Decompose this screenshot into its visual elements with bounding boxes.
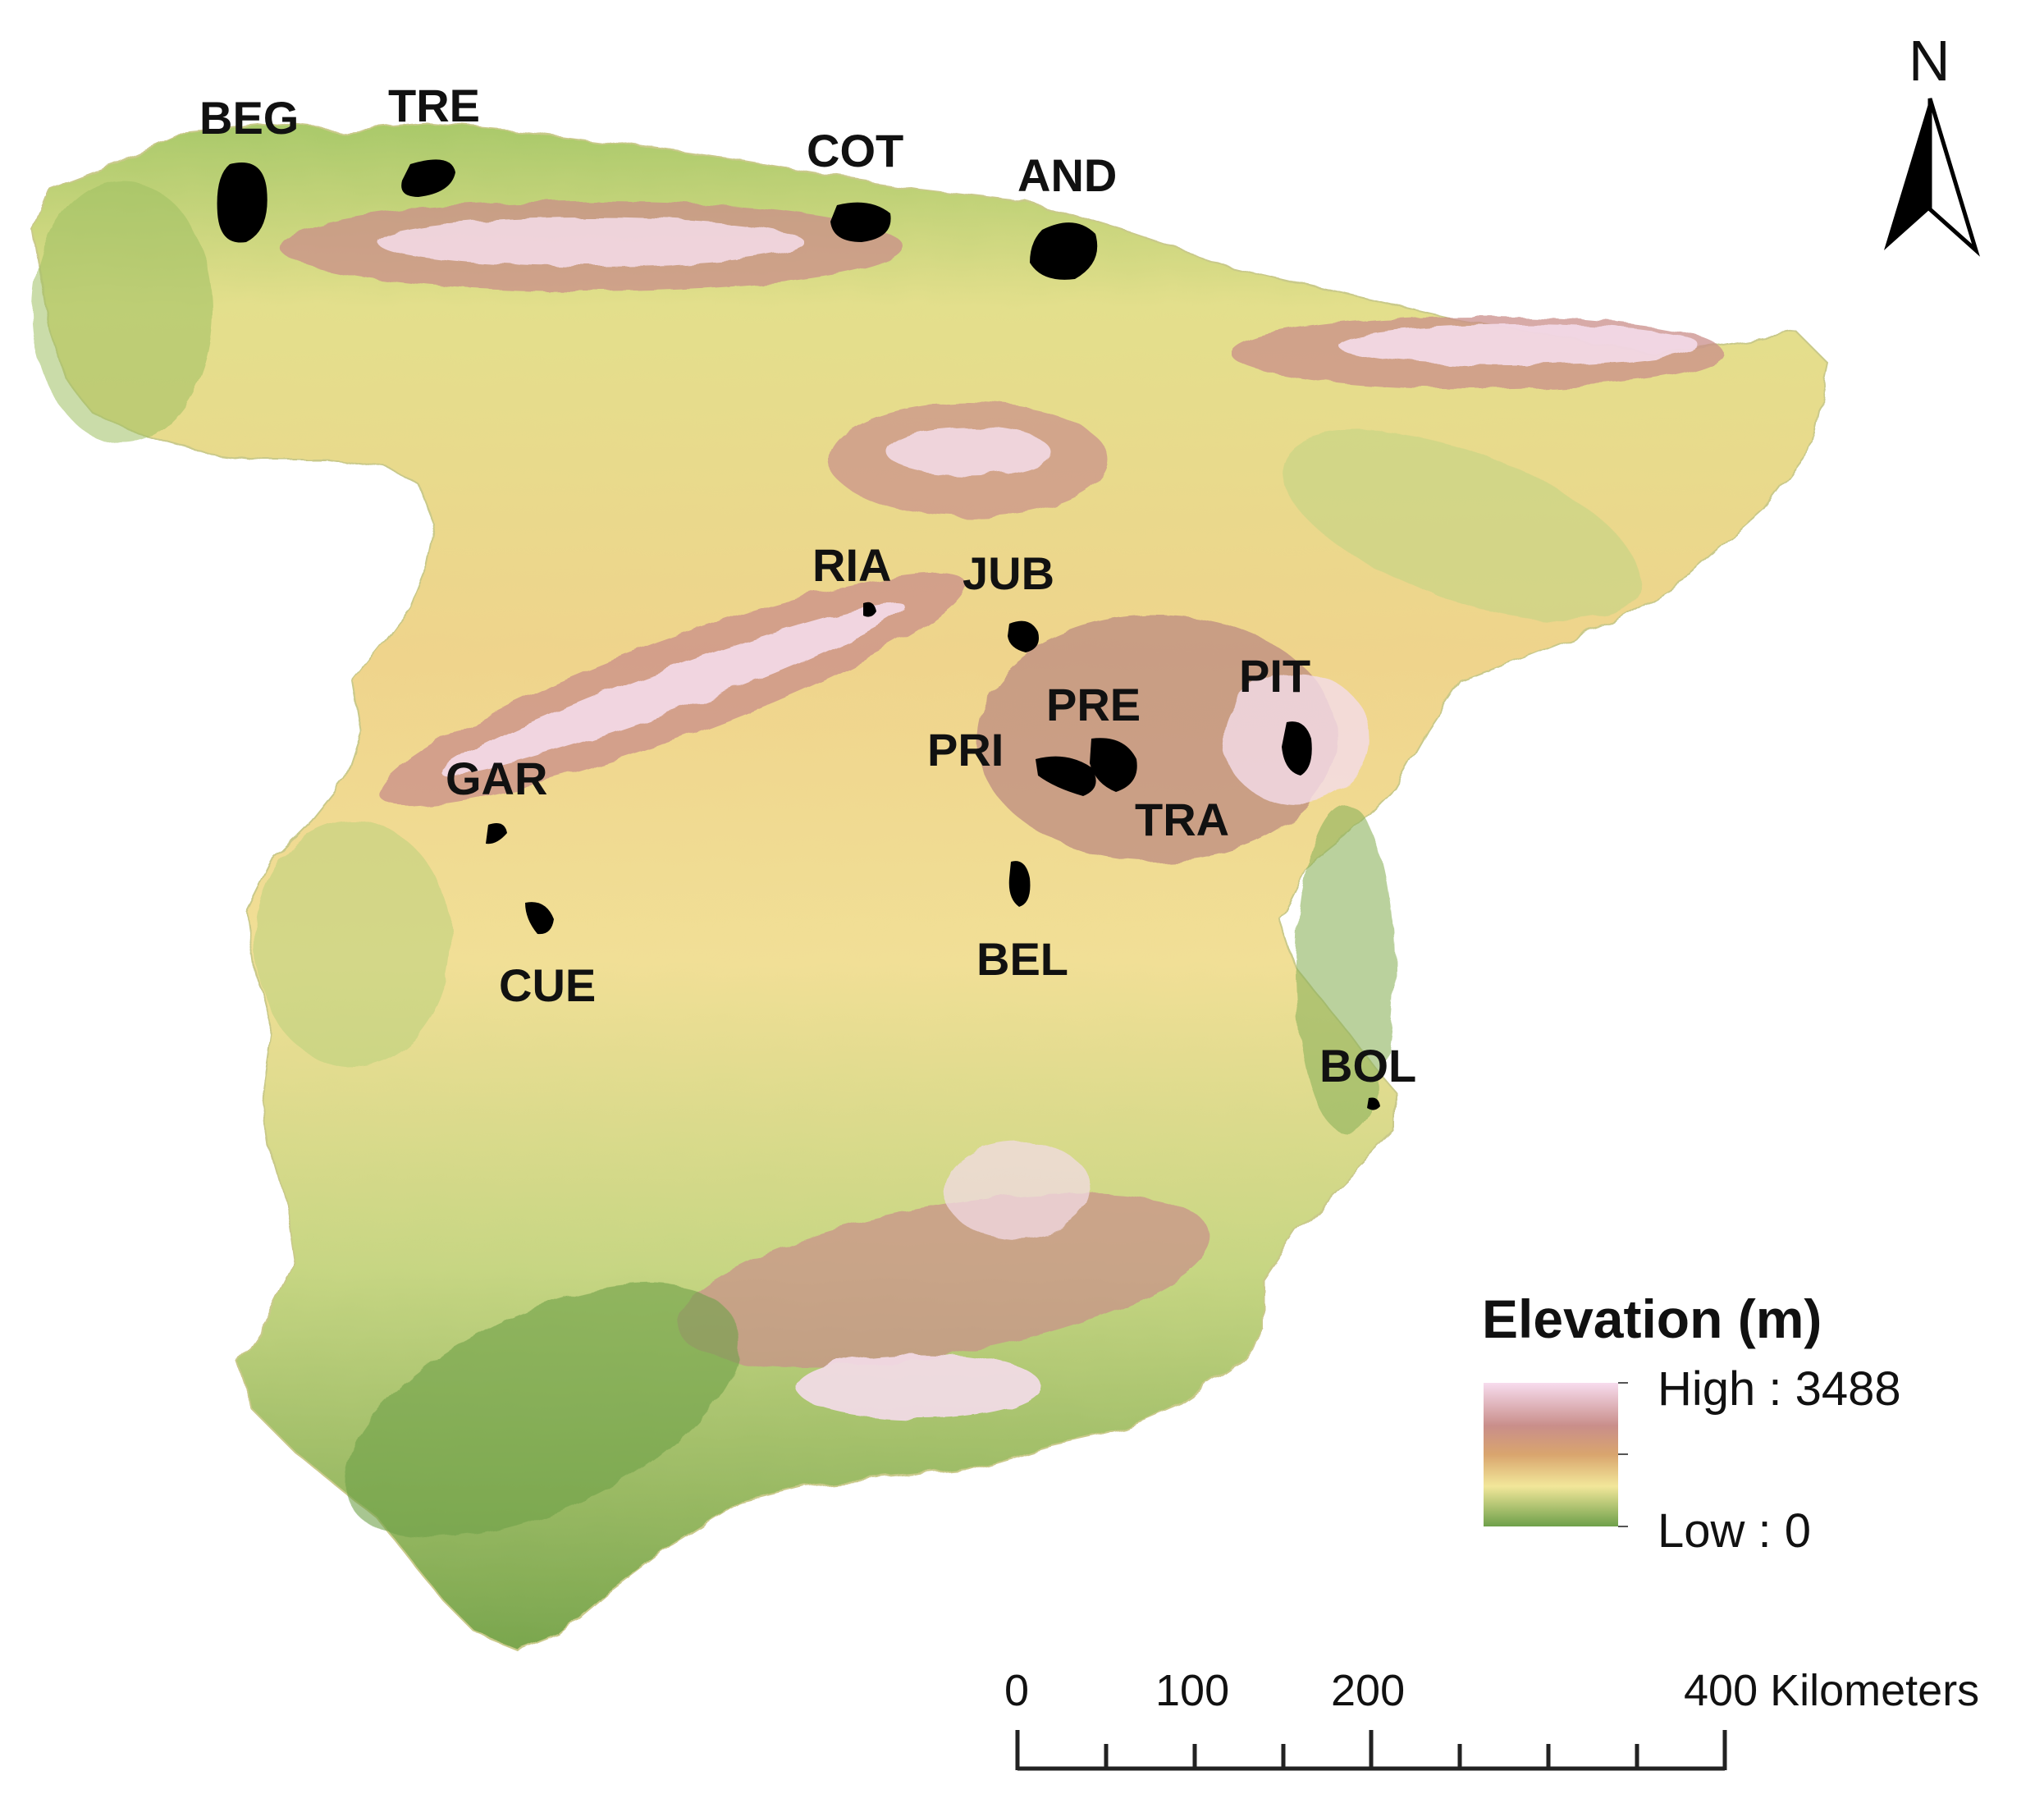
site-marker-bel	[1008, 861, 1031, 907]
site-label-and: AND	[1017, 149, 1117, 201]
site-marker-tre	[401, 159, 455, 197]
relief-iberian-north-peaks	[886, 427, 1050, 476]
site-labels: BEG TRE COT AND RIA JUB PIT PRE PRI TRA …	[199, 80, 1416, 1092]
site-label-cue: CUE	[499, 959, 596, 1011]
north-arrow-label: N	[1909, 29, 1950, 93]
site-marker-bol	[1367, 1097, 1380, 1110]
relief-northwest	[33, 181, 213, 443]
site-label-bel: BEL	[976, 933, 1068, 985]
site-marker-jub	[1008, 620, 1039, 652]
relief-cazorla	[944, 1141, 1091, 1239]
relief-cantabrian-peaks	[377, 217, 804, 267]
site-label-beg: BEG	[199, 92, 299, 144]
site-marker-beg	[217, 162, 268, 243]
scale-label-100: 100	[1155, 1666, 1229, 1715]
relief-east-coast	[1296, 804, 1395, 1133]
study-site-markers	[217, 159, 1380, 1110]
site-label-gar: GAR	[446, 753, 547, 804]
site-label-pit: PIT	[1239, 650, 1310, 702]
north-arrow: N	[1884, 29, 1980, 257]
scale-bar: 0 100 200 400 Kilometers	[1004, 1666, 1979, 1771]
site-label-tra: TRA	[1135, 794, 1229, 845]
site-label-pre: PRE	[1046, 679, 1141, 730]
north-arrow-right-half-icon	[1927, 98, 1980, 257]
site-label-tre: TRE	[388, 80, 480, 131]
legend-high-label: High : 3488	[1658, 1362, 1901, 1416]
site-marker-cot	[830, 202, 891, 242]
site-marker-ria	[863, 602, 876, 617]
relief-layer	[33, 181, 1723, 1539]
site-label-cot: COT	[807, 125, 903, 176]
legend-color-ramp	[1484, 1383, 1618, 1526]
scale-label-200: 200	[1331, 1666, 1405, 1715]
site-marker-pit	[1282, 721, 1312, 776]
site-marker-gar	[486, 822, 507, 844]
site-marker-and	[1030, 222, 1098, 280]
elevation-legend: Elevation (m) High : 3488 Low : 0	[1482, 1288, 1901, 1558]
site-label-ria: RIA	[812, 539, 891, 591]
relief-pyrenees-peaks	[1338, 324, 1699, 365]
scale-label-0: 0	[1004, 1666, 1029, 1715]
relief-guadalquivir-valley	[343, 1284, 740, 1539]
relief-ebro-valley	[1281, 430, 1640, 620]
site-label-pri: PRI	[927, 724, 1004, 776]
relief-central-system-peaks	[441, 602, 905, 776]
site-label-bol: BOL	[1319, 1040, 1416, 1092]
relief-betic	[676, 1193, 1211, 1367]
relief-iberian-system	[976, 616, 1338, 862]
site-marker-pri	[1036, 756, 1096, 796]
relief-west	[254, 821, 451, 1067]
scale-label-400: 400 Kilometers	[1684, 1666, 1979, 1715]
north-arrow-left-half-icon	[1884, 98, 1930, 250]
site-marker-cue	[525, 902, 554, 935]
legend-title: Elevation (m)	[1482, 1288, 1822, 1349]
scale-bar-ticks	[1015, 1730, 1727, 1770]
relief-sierra-nevada	[796, 1354, 1042, 1420]
site-marker-pre	[1090, 738, 1137, 792]
site-label-jub: JUB	[963, 547, 1054, 599]
legend-low-label: Low : 0	[1658, 1504, 1811, 1558]
